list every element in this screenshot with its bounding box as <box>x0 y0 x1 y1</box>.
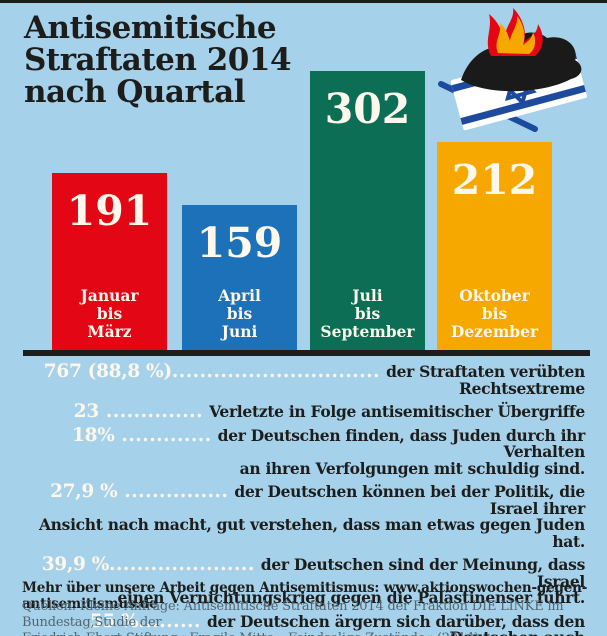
stat-value: 55 % <box>89 610 139 632</box>
x-axis-line <box>23 350 590 356</box>
bar-label: Januar bis März <box>80 286 139 342</box>
bar-q3-juli-september: 302 Juli bis September <box>310 71 425 350</box>
stat-text: der Deutschen können bei der Politik, di… <box>38 482 585 551</box>
bar-q2-april-juni: 159 April bis Juni <box>182 205 297 350</box>
stat-text: der Straftaten verübten Rechtsextreme <box>386 362 585 398</box>
stat-text: der Deutschen finden, dass Juden durch i… <box>217 425 586 478</box>
stat-row-18-prozent: 18% ............. der Deutschen finden, d… <box>22 424 586 478</box>
bar-label: April bis Juni <box>218 286 261 342</box>
stat-row-27-9-prozent: 27,9 % ............... der Deutschen könn… <box>22 481 585 551</box>
flame-orange <box>496 16 536 54</box>
bar-value: 302 <box>324 85 411 133</box>
statistics-list: 767 (88,8 %)............................… <box>22 361 586 636</box>
top-border-line <box>0 0 607 3</box>
stat-row-39-9-prozent: 39,9 %..................... der Deutschen… <box>22 554 586 607</box>
bar-label: Oktober bis Dezember <box>450 286 539 342</box>
stat-text: der Deutschen ärgern sich darüber, dass … <box>206 611 585 636</box>
more-info-line: Mehr über unsere Arbeit gegen Antisemiti… <box>22 580 588 612</box>
stat-value: 18% <box>72 424 115 446</box>
stat-text: der Deutschen sind der Meinung, dass Isr… <box>117 555 585 607</box>
quarterly-bar-chart: 191 Januar bis März 159 April bis Juni 3… <box>23 71 590 356</box>
stat-row-verletzte: 23 .............. Verletzte in Folge anti… <box>22 401 586 422</box>
sources-line: Quellen: Kleine Anfrage: Antisemitische … <box>22 599 564 636</box>
stat-text: Verletzte in Folge antisemitischer Überg… <box>209 402 585 421</box>
bar-value: 159 <box>196 219 283 267</box>
stat-leader-dots: .............................. <box>171 361 381 382</box>
bar-q4-oktober-dezember: 212 Oktober bis Dezember <box>437 142 552 350</box>
stat-leader-dots: ..................... <box>109 554 255 575</box>
page-title: Antisemitische Straftaten 2014 nach Quar… <box>24 10 292 110</box>
stat-leader-dots: ......... <box>138 610 201 632</box>
stat-leader-dots: ............. <box>114 424 212 446</box>
stat-leader-dots: ............... <box>117 481 229 502</box>
stat-leader-dots: .............. <box>98 401 204 422</box>
stat-value: 23 <box>73 401 99 422</box>
stat-row-rechtsextreme: 767 (88,8 %)............................… <box>22 361 586 398</box>
bar-q1-januar-maerz: 191 Januar bis März <box>52 173 167 350</box>
burning-israel-flag-icon <box>438 8 587 132</box>
stat-value: 27,9 % <box>50 481 118 502</box>
bar-value: 212 <box>451 156 538 204</box>
bar-value: 191 <box>66 187 153 235</box>
stat-row-55-prozent: 55 %......... der Deutschen ärgern sich d… <box>22 610 585 636</box>
stat-value: 39,9 % <box>41 554 110 575</box>
smoke-shape <box>461 32 582 92</box>
stat-value: 767 (88,8 %) <box>43 361 172 382</box>
bar-label: Juli bis September <box>320 286 415 342</box>
